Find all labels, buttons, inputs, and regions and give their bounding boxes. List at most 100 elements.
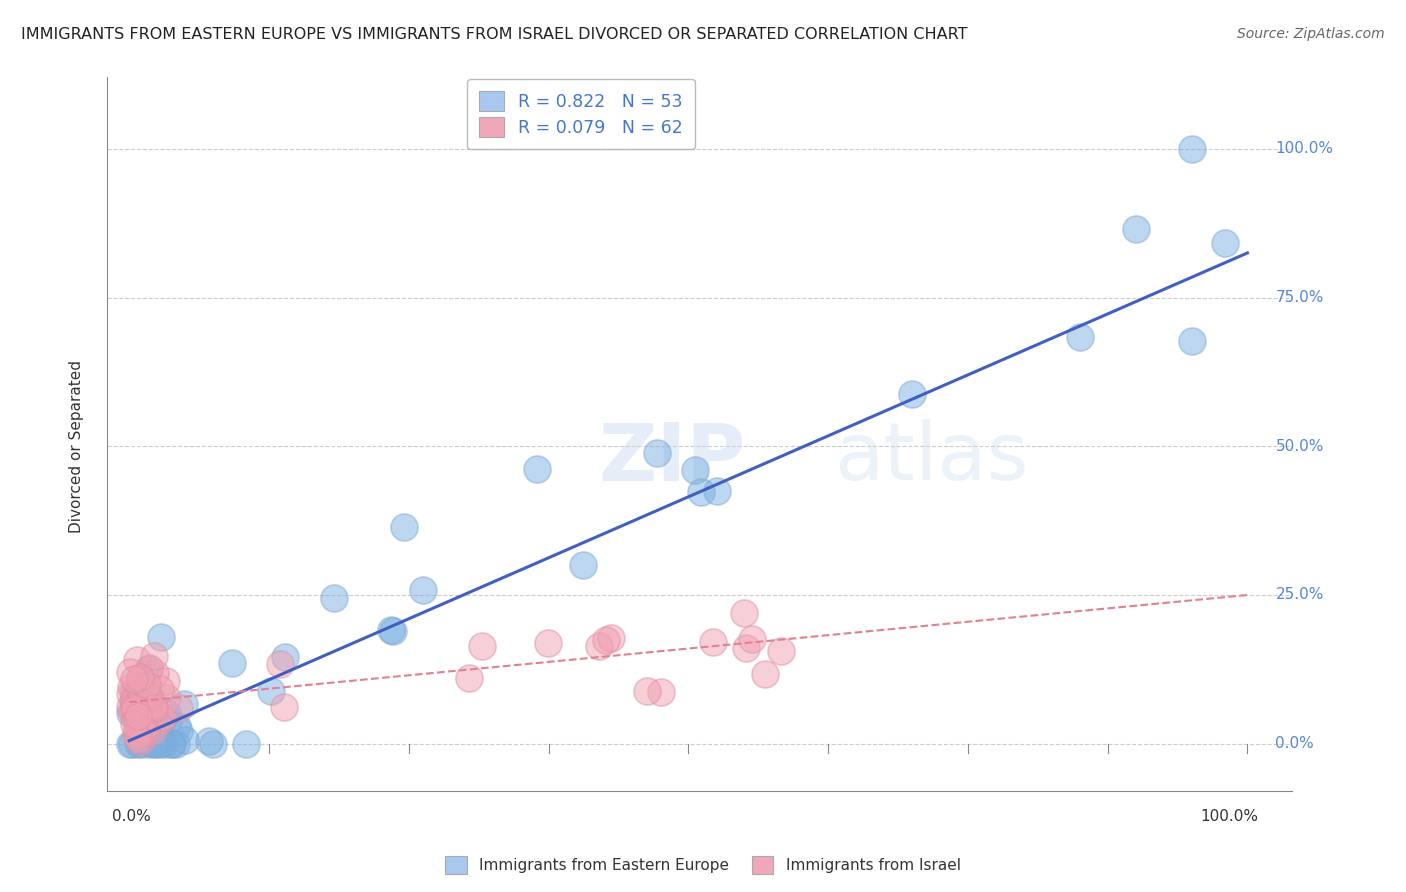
Point xyxy=(636,684,658,698)
Point xyxy=(235,737,257,751)
Point xyxy=(129,673,152,688)
Text: 75.0%: 75.0% xyxy=(1275,290,1324,305)
Point xyxy=(149,728,172,742)
Point xyxy=(141,723,163,738)
Point xyxy=(201,737,224,751)
Point xyxy=(1069,330,1091,344)
Point xyxy=(132,714,155,728)
Point xyxy=(127,709,149,723)
Text: ZIP: ZIP xyxy=(599,419,747,497)
Point xyxy=(120,737,142,751)
Point xyxy=(166,719,188,733)
Point xyxy=(124,710,146,724)
Point xyxy=(380,624,402,638)
Text: 0.0%: 0.0% xyxy=(1275,736,1315,751)
Point xyxy=(152,731,174,746)
Text: atlas: atlas xyxy=(834,419,1028,497)
Point xyxy=(124,687,146,701)
Point xyxy=(273,700,295,714)
Point xyxy=(142,698,165,712)
Point xyxy=(1125,221,1147,235)
Point xyxy=(754,667,776,681)
Point xyxy=(143,648,166,663)
Point xyxy=(156,706,179,720)
Point xyxy=(572,558,595,572)
Point xyxy=(120,665,142,679)
Text: 50.0%: 50.0% xyxy=(1275,439,1324,454)
Point xyxy=(173,698,195,712)
Point xyxy=(132,723,155,738)
Point xyxy=(394,520,416,534)
Point xyxy=(457,671,479,685)
Legend: Immigrants from Eastern Europe, Immigrants from Israel: Immigrants from Eastern Europe, Immigran… xyxy=(439,850,967,880)
Point xyxy=(174,732,197,747)
Point xyxy=(702,634,724,648)
Point xyxy=(536,635,558,649)
Point xyxy=(141,736,163,750)
Point xyxy=(129,684,152,698)
Point xyxy=(127,725,149,739)
Point xyxy=(323,591,346,605)
Point xyxy=(136,690,159,705)
Point xyxy=(142,720,165,734)
Point xyxy=(155,673,177,688)
Point xyxy=(599,631,621,645)
Point xyxy=(149,681,172,696)
Point xyxy=(770,643,793,657)
Point xyxy=(127,732,149,747)
Point xyxy=(274,650,297,665)
Point xyxy=(169,701,191,715)
Point xyxy=(1213,235,1236,250)
Point xyxy=(595,632,617,647)
Point xyxy=(135,680,157,694)
Point xyxy=(120,681,142,695)
Point xyxy=(122,692,145,706)
Point xyxy=(153,737,176,751)
Point xyxy=(689,484,711,499)
Point xyxy=(260,684,283,698)
Point xyxy=(735,640,758,655)
Text: IMMIGRANTS FROM EASTERN EUROPE VS IMMIGRANTS FROM ISRAEL DIVORCED OR SEPARATED C: IMMIGRANTS FROM EASTERN EUROPE VS IMMIGR… xyxy=(21,27,967,42)
Point xyxy=(124,701,146,715)
Point xyxy=(145,737,167,751)
Point xyxy=(733,606,755,620)
Point xyxy=(136,710,159,724)
Point xyxy=(124,683,146,698)
Point xyxy=(122,699,145,714)
Point xyxy=(160,737,183,751)
Point xyxy=(121,737,143,751)
Point xyxy=(160,737,183,751)
Point xyxy=(741,632,763,646)
Point xyxy=(526,462,548,476)
Point xyxy=(156,691,179,706)
Point xyxy=(650,685,672,699)
Point xyxy=(382,624,405,639)
Point xyxy=(131,712,153,726)
Legend: R = 0.822   N = 53, R = 0.079   N = 62: R = 0.822 N = 53, R = 0.079 N = 62 xyxy=(467,79,695,150)
Point xyxy=(142,737,165,751)
Point xyxy=(135,678,157,692)
Point xyxy=(138,662,160,676)
Point xyxy=(122,716,145,731)
Point xyxy=(198,734,221,748)
Point xyxy=(1180,334,1202,348)
Point xyxy=(124,703,146,717)
Point xyxy=(588,639,610,653)
Point xyxy=(706,484,728,499)
Point xyxy=(125,653,148,667)
Point xyxy=(138,660,160,674)
Point xyxy=(124,672,146,686)
Point xyxy=(150,713,173,727)
Point xyxy=(129,733,152,747)
Point xyxy=(127,737,149,751)
Point xyxy=(143,665,166,680)
Point xyxy=(129,670,152,684)
Point xyxy=(125,684,148,698)
Point xyxy=(139,690,162,704)
Point xyxy=(165,737,187,751)
Point xyxy=(132,705,155,719)
Text: 100.0%: 100.0% xyxy=(1275,141,1333,156)
Point xyxy=(221,656,243,670)
Point xyxy=(647,445,669,459)
Text: 0.0%: 0.0% xyxy=(112,809,150,824)
